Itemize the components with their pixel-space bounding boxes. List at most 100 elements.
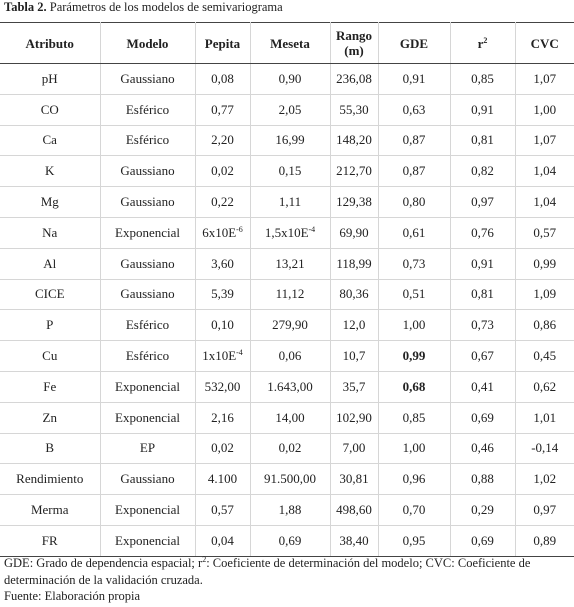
table-cell: 0,62 [514,370,574,403]
table-cell: 0,02 [194,432,251,465]
table-cell: 0,81 [449,124,516,157]
table-cell: 0,45 [514,340,574,372]
table-cell: 0,91 [449,93,516,126]
table-cell: 0,85 [449,63,516,95]
table-cell: 0,51 [377,278,451,311]
table-cell: 1,04 [514,186,574,218]
table-cell: 0,91 [449,247,516,280]
table-cell: 236,08 [329,63,379,95]
table-cell: 1x10E-4 [194,340,251,372]
table-cell: 0,69 [449,401,516,434]
table-cell: 55,30 [329,93,379,126]
table-cell: 0,97 [514,494,574,526]
table-cell: 1,88 [249,494,331,526]
table-cell: 1,00 [514,93,574,126]
table-cell: 0,76 [449,216,516,249]
column-header: Modelo [99,22,196,64]
table-cell: 16,99 [249,124,331,157]
table-cell: 0,86 [514,309,574,342]
table-cell: Gaussiano [99,63,196,95]
superscript: -4 [236,348,243,358]
table-cell: 1,00 [377,309,451,342]
header-row: Atributo Modelo Pepita Meseta Rango (m) GDE r2 C… [0,22,574,64]
table-cell: 1,5x10E-4 [249,216,331,249]
cell-line: Rango [335,28,373,43]
table-cell: Zn [0,401,101,434]
footnote-before: GDE: Grado de dependencia espacial; r [4,556,203,570]
table-cell: B [0,432,101,465]
table-cell: 148,20 [329,124,379,157]
table-cell: 1,09 [514,278,574,311]
table-cell: Gaussiano [99,186,196,218]
footnote: GDE: Grado de dependencia espacial; r2: … [4,555,570,605]
table-row: CICE Gaussiano 5,39 11,12 80,36 0,51 0,81 1,09 [0,278,574,311]
table-row: K Gaussiano 0,02 0,15 212,70 0,87 0,82 1,04 [0,155,574,188]
table-cell: 0,57 [514,216,574,249]
table-cell: 0,41 [449,370,516,403]
table-cell: 1,04 [514,155,574,188]
table-cell: 0,95 [377,524,451,557]
cell-text: 0,99 [402,348,426,364]
footnote-sup: 2 [202,555,207,564]
cell-text: 0,68 [402,378,426,394]
table-cell: 0,99 [514,247,574,280]
table-cell: 1,00 [377,432,451,465]
table-cell: -0,14 [514,432,574,465]
table-cell: Merma [0,494,101,526]
table-cell: 0,82 [449,155,516,188]
table-cell: 0,80 [377,186,451,218]
table-cell: 0,29 [449,494,516,526]
table-cell: 0,91 [377,63,451,95]
table-cell: 1,07 [514,63,574,95]
table-cell: 13,21 [249,247,331,280]
table-cell: Exponencial [99,401,196,434]
superscript: -4 [308,224,316,234]
table-cell: 498,60 [329,494,379,526]
table-cell: 80,36 [329,278,379,311]
table-cell: 2,16 [194,401,251,434]
table-row: Zn Exponencial 2,16 14,00 102,90 0,85 0,69 1,01 [0,401,574,434]
table-cell: 0,88 [449,463,516,496]
cell-text: 1x10E [202,348,237,364]
table-cell: 279,90 [249,309,331,342]
table-row: Fe Exponencial 532,00 1.643,00 35,7 0,68 0,41 0… [0,370,574,403]
table-cell: 0,22 [194,186,251,218]
table-cell: 532,00 [194,370,251,403]
table-cell: Esférico [99,309,196,342]
table-row: B EP 0,02 0,02 7,00 1,00 0,46 -0,14 [0,432,574,465]
cell-text: 1,5x10E [264,224,309,240]
table-row: Merma Exponencial 0,57 1,88 498,60 0,70 0,29 0,… [0,494,574,526]
table-cell: 0,96 [377,463,451,496]
table-cell: P [0,309,101,342]
table-cell: 1,02 [514,463,574,496]
column-header: CVC [514,22,574,64]
table-cell: 2,20 [194,124,251,157]
table-cell: Exponencial [99,216,196,249]
table-cell: Cu [0,340,101,372]
table-cell: 0,69 [249,524,331,557]
table-cell: 0,69 [449,524,516,557]
table-cell: 0,87 [377,124,451,157]
table-cell: Gaussiano [99,463,196,496]
table-cell: 12,0 [329,309,379,342]
table-cell: 5,39 [194,278,251,311]
table-cell: 129,38 [329,186,379,218]
table-cell: 0,87 [377,155,451,188]
table-cell: 118,99 [329,247,379,280]
table-cell: Exponencial [99,370,196,403]
table-cell: 0,02 [194,155,251,188]
superscript: -6 [236,224,243,234]
table-cell: Gaussiano [99,155,196,188]
footnote-text: GDE: Grado de dependencia espacial; r2: … [4,555,570,588]
table-row: Mg Gaussiano 0,22 1,11 129,38 0,80 0,97 1,04 [0,186,574,218]
table-cell: 0,70 [377,494,451,526]
table-cell: 0,08 [194,63,251,95]
table-cell: Na [0,216,101,249]
table-cell: 0,02 [249,432,331,465]
table-cell: CO [0,93,101,126]
table-cell: 0,97 [449,186,516,218]
table-cell: 1,01 [514,401,574,434]
table-cell: 14,00 [249,401,331,434]
table-cell: 0,77 [194,93,251,126]
table-cell: Ca [0,124,101,157]
